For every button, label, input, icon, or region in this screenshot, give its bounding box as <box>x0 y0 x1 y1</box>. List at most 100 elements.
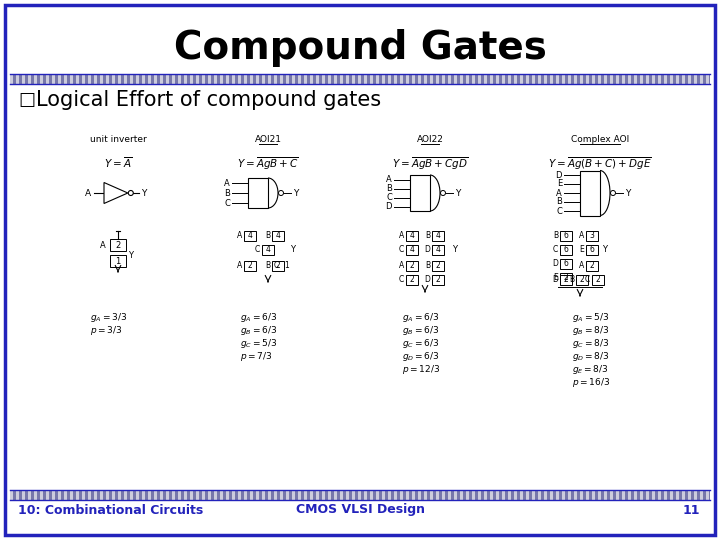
Bar <box>16 74 19 84</box>
Bar <box>244 261 256 271</box>
Bar <box>580 490 583 500</box>
Bar <box>604 74 607 84</box>
Bar <box>172 74 175 84</box>
Bar <box>454 74 457 84</box>
Bar <box>304 490 307 500</box>
Bar <box>586 231 598 241</box>
Circle shape <box>128 191 133 195</box>
Text: 4: 4 <box>248 232 253 240</box>
Bar <box>538 490 541 500</box>
Bar <box>706 74 709 84</box>
Text: $g_A = 5/3$: $g_A = 5/3$ <box>572 311 609 324</box>
Bar <box>376 490 379 500</box>
Bar <box>40 74 43 84</box>
Bar <box>124 490 127 500</box>
Bar <box>238 74 241 84</box>
Bar <box>604 490 607 500</box>
Bar <box>136 74 139 84</box>
Bar <box>628 74 631 84</box>
Bar <box>562 74 565 84</box>
Bar <box>490 74 493 84</box>
Bar <box>280 490 283 500</box>
Text: A: A <box>85 188 91 198</box>
Bar <box>412 490 415 500</box>
Bar <box>178 490 181 500</box>
Bar <box>496 74 499 84</box>
Text: AOI21: AOI21 <box>254 135 282 144</box>
Bar <box>622 74 625 84</box>
Bar <box>376 74 379 84</box>
Bar <box>568 490 571 500</box>
Bar <box>52 490 55 500</box>
Bar <box>190 74 193 84</box>
Text: C: C <box>553 246 558 254</box>
Bar <box>676 74 679 84</box>
Text: 2: 2 <box>410 261 415 271</box>
Bar <box>418 490 421 500</box>
Bar <box>82 490 85 500</box>
Text: AOI22: AOI22 <box>417 135 444 144</box>
Bar <box>208 490 211 500</box>
Bar <box>70 490 73 500</box>
Bar <box>166 490 169 500</box>
Bar <box>448 74 451 84</box>
Bar <box>406 275 418 285</box>
Bar <box>592 490 595 500</box>
Text: E: E <box>553 273 558 282</box>
Bar <box>160 490 163 500</box>
Bar <box>448 490 451 500</box>
Bar <box>328 74 331 84</box>
Bar <box>16 490 19 500</box>
Text: B: B <box>386 184 392 193</box>
Text: 2: 2 <box>590 261 595 271</box>
Text: C: C <box>585 275 590 285</box>
Bar <box>166 74 169 84</box>
Bar <box>610 490 613 500</box>
Text: $g_C = 5/3$: $g_C = 5/3$ <box>240 337 277 350</box>
Text: Y: Y <box>602 246 607 254</box>
Bar <box>406 245 418 255</box>
Bar <box>640 490 643 500</box>
Bar <box>178 74 181 84</box>
Text: $g_A = 6/3$: $g_A = 6/3$ <box>402 311 439 324</box>
Bar <box>688 74 691 84</box>
Text: 3: 3 <box>590 232 595 240</box>
Text: □: □ <box>18 91 35 109</box>
Bar <box>616 74 619 84</box>
Bar <box>154 74 157 84</box>
Bar <box>436 490 439 500</box>
Bar <box>526 74 529 84</box>
Bar <box>22 74 25 84</box>
Text: C: C <box>224 199 230 207</box>
Bar <box>592 275 604 285</box>
Text: 2: 2 <box>564 273 568 282</box>
Bar <box>76 490 79 500</box>
Bar <box>214 74 217 84</box>
Text: 10: Combinational Circuits: 10: Combinational Circuits <box>18 503 203 516</box>
Bar <box>432 245 444 255</box>
Bar <box>682 74 685 84</box>
Bar <box>118 490 121 500</box>
Bar <box>112 74 115 84</box>
Bar <box>310 74 313 84</box>
Bar <box>460 490 463 500</box>
Text: 2: 2 <box>595 275 600 285</box>
Bar <box>706 490 709 500</box>
Bar <box>10 74 710 84</box>
Bar <box>184 74 187 84</box>
Bar <box>478 74 481 84</box>
Bar <box>202 490 205 500</box>
Bar <box>560 245 572 255</box>
Bar <box>358 74 361 84</box>
Bar <box>40 490 43 500</box>
Text: 2: 2 <box>564 275 568 285</box>
Text: A: A <box>579 232 584 240</box>
Bar <box>130 490 133 500</box>
Text: Y: Y <box>625 188 631 198</box>
Bar <box>248 178 268 208</box>
Bar <box>82 74 85 84</box>
Text: A: A <box>386 175 392 184</box>
Bar <box>316 490 319 500</box>
Bar <box>34 490 37 500</box>
Text: 4: 4 <box>410 232 415 240</box>
